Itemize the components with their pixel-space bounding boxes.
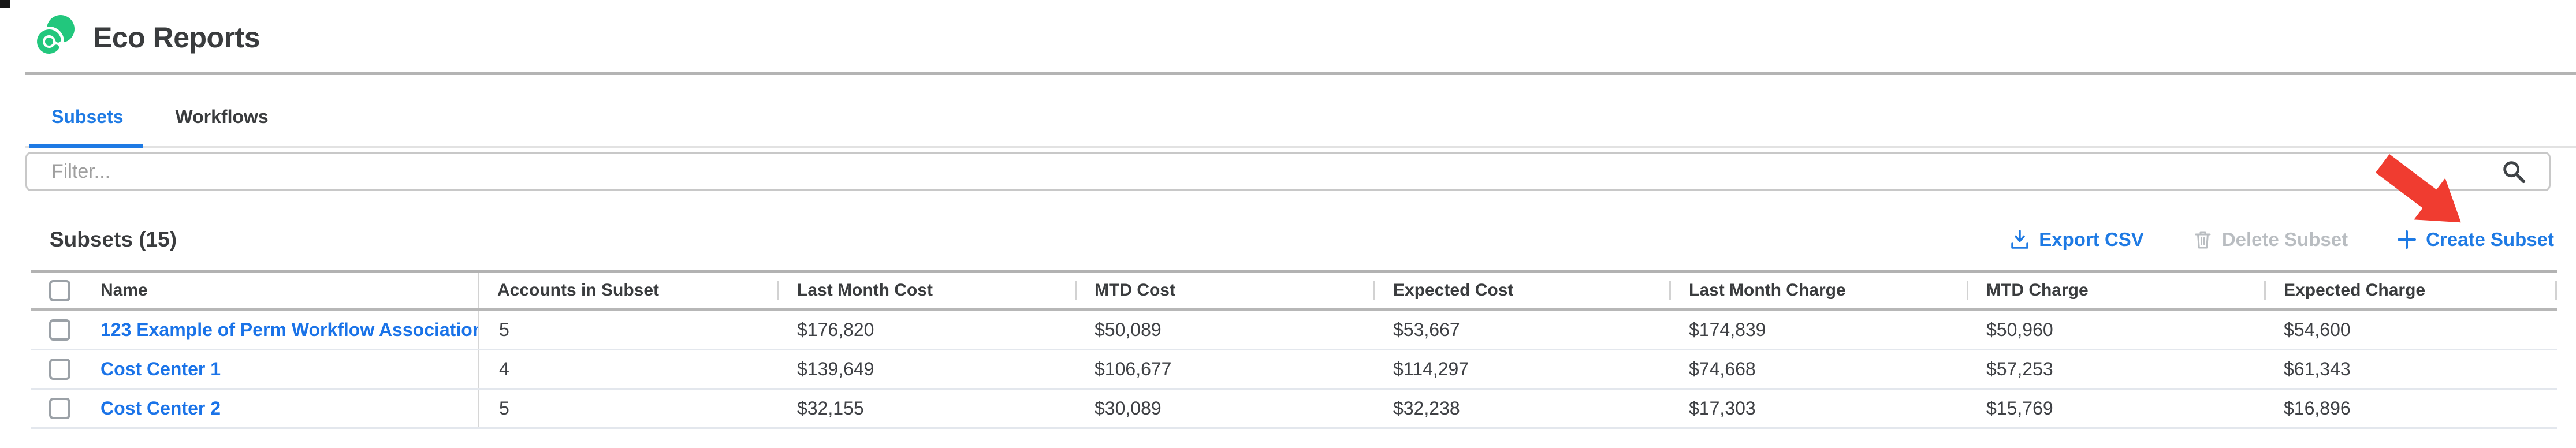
table-row: Cost Center 2 5 $32,155 $30,089 $32,238 … [31,390,2557,429]
column-header-last-month-cost: Last Month Cost [777,273,1075,308]
cell-expected-cost: $32,238 [1393,398,1460,419]
select-all-checkbox[interactable] [49,279,70,301]
page-title: Eco Reports [93,21,260,54]
cell-mtd-charge: $15,769 [1986,398,2053,419]
cell-expected-charge: $54,600 [2284,319,2351,340]
cell-expected-cost: $53,667 [1393,319,1460,340]
create-subset-button[interactable]: Create Subset [2396,229,2554,251]
create-subset-label: Create Subset [2426,229,2554,250]
column-header-mtd-charge: MTD Charge [1967,273,2264,308]
subsets-toolbar: Subsets (15) Export CSV Delete Subset Cr… [50,223,2554,256]
corner-artifact [0,0,10,8]
column-header-expected-cost: Expected Cost [1373,273,1669,308]
column-header-mtd-cost: MTD Cost [1075,273,1373,308]
column-header-expected-charge: Expected Charge [2264,273,2557,308]
subset-name-link[interactable]: 123 Example of Perm Workflow Association [100,319,478,340]
header-divider [25,72,2576,75]
tab-subsets-label: Subsets [51,106,124,127]
table-header-row: Name Accounts in Subset Last Month Cost … [31,270,2557,311]
cell-last-month-cost: $32,155 [797,398,864,419]
cell-mtd-charge: $57,253 [1986,359,2053,379]
cell-last-month-cost: $176,820 [797,319,874,340]
cell-expected-charge: $16,896 [2284,398,2351,419]
export-csv-button[interactable]: Export CSV [2009,229,2144,251]
table-row: Cost Center 1 4 $139,649 $106,677 $114,2… [31,350,2557,390]
column-header-accounts: Accounts in Subset [478,273,777,308]
export-csv-label: Export CSV [2039,229,2144,250]
subset-name-link[interactable]: Cost Center 1 [100,359,221,379]
delete-subset-button[interactable]: Delete Subset [2192,229,2348,251]
cell-expected-charge: $61,343 [2284,359,2351,379]
toolbar-actions: Export CSV Delete Subset Create Subset [2009,229,2554,251]
filter-container [25,152,2551,191]
cell-accounts: 5 [478,390,777,427]
tab-subsets[interactable]: Subsets [25,87,149,148]
tab-workflows-label: Workflows [175,106,269,127]
search-icon[interactable] [2500,158,2527,185]
filter-input[interactable] [27,160,2500,183]
cell-mtd-cost: $30,089 [1095,398,1162,419]
download-icon [2011,230,2029,249]
cell-mtd-cost: $50,089 [1095,319,1162,340]
subsets-count-heading: Subsets (15) [50,227,177,251]
trash-icon [2195,231,2211,249]
column-header-last-month-charge: Last Month Charge [1669,273,1967,308]
table-row: 123 Example of Perm Workflow Association… [31,311,2557,350]
tab-workflows[interactable]: Workflows [149,87,294,146]
cell-mtd-cost: $106,677 [1095,359,1172,379]
cell-accounts: 5 [478,311,777,349]
cell-last-month-cost: $139,649 [797,359,874,379]
plus-icon [2398,230,2417,249]
column-header-name: Name [100,281,148,300]
subset-name-link[interactable]: Cost Center 2 [100,398,221,419]
cell-accounts: 4 [478,350,777,388]
subsets-table: Name Accounts in Subset Last Month Cost … [31,270,2557,429]
row-checkbox[interactable] [49,359,70,380]
delete-subset-label: Delete Subset [2221,229,2348,250]
cell-last-month-charge: $174,839 [1689,319,1766,340]
eco-logo-icon [34,15,75,57]
row-checkbox[interactable] [49,319,70,341]
cell-expected-cost: $114,297 [1393,359,1469,379]
row-checkbox[interactable] [49,398,70,419]
cell-last-month-charge: $17,303 [1689,398,1756,419]
tab-bar: Subsets Workflows [25,87,2576,148]
cell-last-month-charge: $74,668 [1689,359,1756,379]
app-header: Eco Reports [32,13,260,62]
cell-mtd-charge: $50,960 [1986,319,2053,340]
